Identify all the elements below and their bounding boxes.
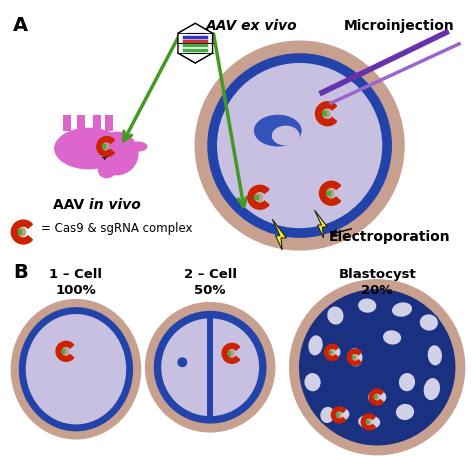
- Ellipse shape: [427, 345, 443, 366]
- Ellipse shape: [395, 403, 415, 421]
- Bar: [93, 115, 101, 131]
- Bar: [255, 195, 259, 200]
- Bar: [322, 111, 327, 116]
- Bar: [228, 351, 231, 356]
- Wedge shape: [11, 220, 32, 244]
- Circle shape: [300, 290, 455, 445]
- Polygon shape: [272, 219, 286, 250]
- Circle shape: [155, 311, 266, 423]
- Circle shape: [146, 302, 275, 432]
- Wedge shape: [158, 316, 210, 419]
- Circle shape: [212, 58, 387, 233]
- Circle shape: [177, 357, 187, 367]
- Ellipse shape: [129, 142, 147, 152]
- Bar: [336, 413, 339, 417]
- Bar: [105, 115, 113, 131]
- Ellipse shape: [357, 414, 381, 430]
- Ellipse shape: [419, 313, 439, 331]
- Ellipse shape: [352, 354, 357, 360]
- Ellipse shape: [423, 377, 441, 401]
- Ellipse shape: [319, 406, 336, 424]
- Ellipse shape: [22, 310, 129, 428]
- Text: AAV ex vivo: AAV ex vivo: [206, 19, 298, 33]
- Ellipse shape: [255, 192, 263, 202]
- Bar: [18, 229, 22, 235]
- Text: AAV: AAV: [53, 198, 89, 212]
- Polygon shape: [315, 210, 328, 238]
- Ellipse shape: [324, 344, 341, 360]
- Wedge shape: [248, 185, 269, 209]
- Bar: [365, 420, 369, 424]
- Ellipse shape: [367, 389, 387, 405]
- Circle shape: [195, 41, 404, 250]
- Ellipse shape: [54, 128, 124, 169]
- Circle shape: [290, 280, 465, 455]
- Ellipse shape: [102, 143, 109, 151]
- Ellipse shape: [272, 126, 300, 146]
- Ellipse shape: [228, 349, 235, 357]
- Text: 2 – Cell
50%: 2 – Cell 50%: [183, 268, 237, 297]
- Ellipse shape: [254, 115, 301, 146]
- Bar: [329, 351, 332, 354]
- Ellipse shape: [374, 394, 379, 400]
- Ellipse shape: [336, 412, 341, 418]
- Ellipse shape: [62, 347, 69, 356]
- Ellipse shape: [304, 372, 321, 392]
- Bar: [352, 356, 355, 359]
- Bar: [102, 145, 106, 149]
- Bar: [62, 349, 65, 354]
- Ellipse shape: [329, 349, 335, 356]
- Bar: [63, 115, 71, 131]
- Text: Microinjection: Microinjection: [344, 19, 455, 33]
- Wedge shape: [316, 102, 337, 126]
- Wedge shape: [222, 343, 240, 363]
- Ellipse shape: [18, 227, 26, 237]
- Bar: [77, 115, 85, 131]
- Wedge shape: [369, 389, 383, 405]
- Circle shape: [95, 132, 138, 175]
- Ellipse shape: [365, 419, 371, 425]
- Bar: [374, 395, 377, 399]
- Text: ♀: ♀: [99, 145, 110, 160]
- Text: = Cas9 & sgRNA complex: = Cas9 & sgRNA complex: [41, 221, 192, 235]
- Wedge shape: [319, 182, 341, 205]
- Wedge shape: [361, 414, 375, 430]
- Bar: [326, 191, 330, 196]
- Ellipse shape: [391, 301, 413, 318]
- Text: 1 – Cell
100%: 1 – Cell 100%: [49, 268, 102, 297]
- Wedge shape: [210, 316, 262, 419]
- Wedge shape: [347, 349, 361, 365]
- Ellipse shape: [357, 298, 377, 314]
- Ellipse shape: [308, 335, 324, 356]
- Ellipse shape: [398, 372, 416, 392]
- Ellipse shape: [327, 306, 345, 326]
- Ellipse shape: [382, 329, 402, 346]
- Wedge shape: [331, 407, 346, 423]
- Ellipse shape: [328, 407, 350, 423]
- Ellipse shape: [11, 300, 141, 439]
- Ellipse shape: [98, 163, 116, 178]
- Text: in vivo: in vivo: [89, 198, 141, 212]
- Polygon shape: [178, 23, 212, 63]
- Ellipse shape: [347, 347, 363, 367]
- Wedge shape: [97, 137, 114, 156]
- Ellipse shape: [326, 189, 335, 198]
- Text: Electroporation: Electroporation: [328, 230, 450, 244]
- Text: A: A: [13, 16, 28, 35]
- Text: Blastocyst
20%: Blastocyst 20%: [338, 268, 416, 297]
- Wedge shape: [325, 345, 338, 360]
- Ellipse shape: [322, 109, 330, 118]
- Text: B: B: [13, 263, 28, 282]
- Wedge shape: [56, 341, 73, 361]
